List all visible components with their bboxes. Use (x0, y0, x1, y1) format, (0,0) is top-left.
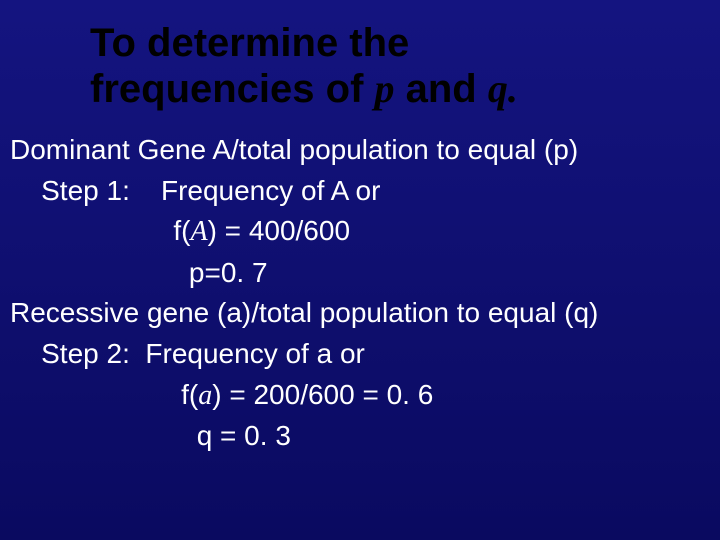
body-line-2: Step 1: Frequency of A or (10, 171, 598, 212)
title-var-q: q. (488, 66, 518, 111)
title-var-p: p (375, 66, 395, 111)
body-line-6: Step 2: Frequency of a or (10, 334, 598, 375)
title-line2-mid: and (395, 67, 488, 111)
body-line-3: f(A) = 400/600 (10, 211, 598, 253)
body-line-7: f(a) = 200/600 = 0. 6 (10, 375, 598, 417)
slide-body: Dominant Gene A/total population to equa… (10, 130, 598, 457)
body-l7-pre: f( (10, 379, 198, 410)
body-line-4: p=0. 7 (10, 253, 598, 294)
body-l7-italic-a: a (198, 380, 212, 411)
body-l3-post: ) = 400/600 (208, 215, 350, 246)
title-line1: To determine the (90, 21, 409, 65)
title-line2-pre: frequencies of (90, 67, 375, 111)
slide-title: To determine the frequencies of p and q. (90, 20, 518, 112)
body-l3-italic-A: A (190, 216, 207, 247)
body-line-1: Dominant Gene A/total population to equa… (10, 130, 598, 171)
body-line-8: q = 0. 3 (10, 416, 598, 457)
slide: To determine the frequencies of p and q.… (0, 0, 720, 540)
body-l3-pre: f( (10, 215, 190, 246)
body-line-5: Recessive gene (a)/total population to e… (10, 293, 598, 334)
body-l7-post: ) = 200/600 = 0. 6 (212, 379, 433, 410)
